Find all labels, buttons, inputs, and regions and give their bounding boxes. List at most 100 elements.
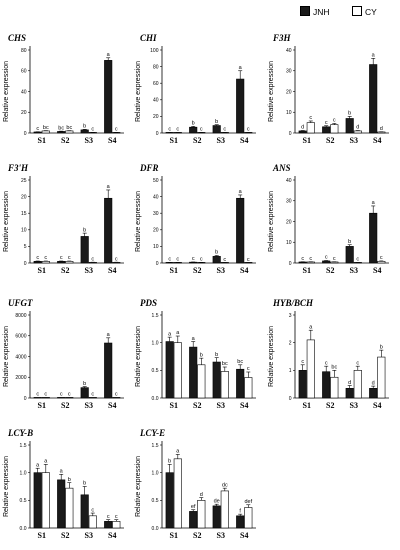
significance-label: bc [66,125,72,131]
significance-label: c [107,514,110,520]
y-tick-label: 2000 [15,375,26,381]
significance-label: c [60,392,63,398]
x-tick-label: S2 [193,531,201,540]
significance-label: c [356,360,359,366]
significance-label: b [83,381,86,387]
chart-pds: PDS Relative expression 0.0 0.5 1.0 1.5 S1 a a S2… [132,295,262,420]
y-tick-label: 20 [153,228,159,234]
x-tick-label: S3 [217,531,225,540]
significance-label: b [192,121,195,127]
chart-title: F3H [272,33,292,43]
y-tick-label: 20 [286,219,292,225]
x-tick-label: S2 [193,401,201,410]
bar-cy [220,490,229,529]
y-tick-label: 20 [21,110,27,116]
significance-label: c [115,392,118,398]
y-axis-label: Relative expression [268,326,275,387]
y-axis-label: Relative expression [135,326,142,387]
bar-cy [377,356,386,399]
y-tick-label: 30 [286,69,292,75]
significance-label: c [356,257,359,263]
bar-cy [353,370,362,399]
y-tick-label: 20 [21,194,27,200]
significance-label: c [223,257,226,263]
bar-cy [65,487,74,529]
y-tick-label: 10 [153,244,159,250]
x-tick-label: S1 [170,401,178,410]
x-tick-label: S4 [108,401,116,410]
y-tick-label: 1.0 [152,340,159,346]
y-tick-label: 1.5 [152,313,159,319]
significance-label: c [325,120,328,126]
y-tick-label: 25 [21,178,27,184]
x-tick-label: S3 [350,401,358,410]
x-tick-label: S4 [240,401,248,410]
significance-label: c [91,392,94,398]
y-tick-label: 0 [24,396,27,402]
significance-label: c [44,255,47,261]
x-tick-label: S4 [373,266,381,275]
bar-cy [244,377,253,399]
bar-cy [88,397,97,399]
significance-label: bc [43,125,49,131]
y-tick-label: 0.0 [152,526,159,532]
x-tick-label: S4 [373,401,381,410]
significance-label: d [372,380,375,386]
significance-label: a [107,184,111,190]
significance-label: a [36,462,40,468]
y-tick-label: 80 [21,48,27,54]
significance-label: dc [222,482,228,488]
x-tick-label: S4 [240,136,248,145]
y-tick-label: 0 [24,261,27,267]
significance-label: def [244,499,252,505]
significance-label: c [333,256,336,262]
significance-label: c [333,118,336,124]
y-tick-label: 0 [289,261,292,267]
significance-label: a [239,65,243,71]
y-tick-label: 3 [289,313,292,319]
x-tick-label: S1 [170,266,178,275]
bar-cy [244,507,253,529]
y-tick-label: 40 [153,194,159,200]
y-tick-label: 40 [286,178,292,184]
x-tick-label: S1 [303,266,311,275]
chart-chi: CHI Relative expression 0 20 40 60 80 100 S1 c c S2… [132,30,262,155]
bar-jnh [236,368,245,399]
y-tick-label: 20 [153,114,159,120]
significance-label: c [192,256,195,262]
x-tick-label: S3 [350,266,358,275]
bar-cy [41,130,50,134]
chart-title: HYB/BCH [272,298,314,308]
bar-jnh [80,387,89,399]
bar-cy [197,500,206,529]
y-tick-label: 6000 [15,334,26,340]
y-tick-label: 0.0 [20,526,27,532]
chart-title: DFR [139,163,159,173]
bar-jnh [80,494,89,529]
significance-label: c [176,127,179,133]
significance-label: c [301,359,304,365]
y-tick-label: 10 [286,110,292,116]
x-tick-label: S3 [85,266,93,275]
bar-jnh [33,261,42,264]
x-tick-label: S1 [170,531,178,540]
bar-jnh [298,261,307,264]
x-tick-label: S4 [373,136,381,145]
x-tick-label: S3 [85,136,93,145]
bar-jnh [33,397,42,399]
significance-label: bc [222,361,228,367]
x-tick-label: S4 [108,136,116,145]
bar-jnh [189,511,198,529]
significance-label: b [348,239,351,245]
x-tick-label: S4 [108,266,116,275]
bar-cy [112,521,121,529]
legend-item-cy: CY [352,6,377,17]
significance-label: c [36,255,39,261]
bar-jnh [236,515,245,529]
chart-title: CHS [8,33,26,43]
y-tick-label: 1.0 [152,470,159,476]
significance-label: c [309,256,312,262]
